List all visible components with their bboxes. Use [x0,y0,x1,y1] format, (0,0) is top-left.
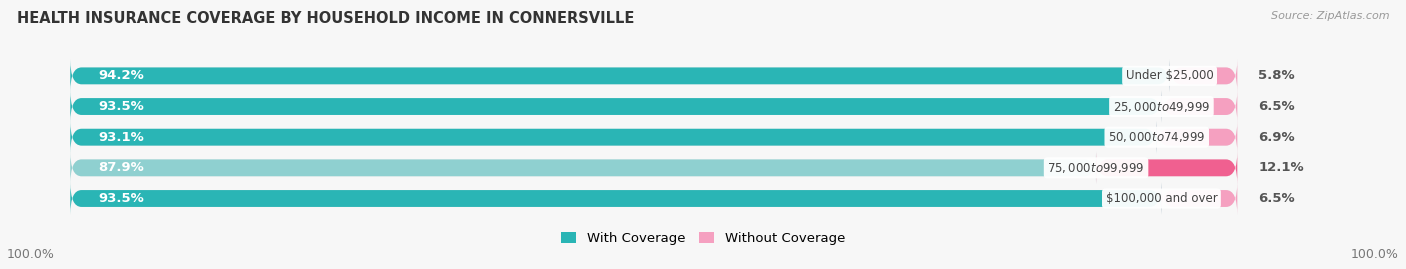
FancyBboxPatch shape [70,90,1161,123]
FancyBboxPatch shape [70,60,1237,92]
FancyBboxPatch shape [1161,182,1237,215]
Text: $25,000 to $49,999: $25,000 to $49,999 [1112,100,1211,114]
Text: 87.9%: 87.9% [98,161,145,174]
Text: 5.8%: 5.8% [1258,69,1295,82]
FancyBboxPatch shape [70,121,1157,153]
Text: HEALTH INSURANCE COVERAGE BY HOUSEHOLD INCOME IN CONNERSVILLE: HEALTH INSURANCE COVERAGE BY HOUSEHOLD I… [17,11,634,26]
Text: 100.0%: 100.0% [1351,248,1399,261]
Text: 12.1%: 12.1% [1258,161,1303,174]
Text: Source: ZipAtlas.com: Source: ZipAtlas.com [1271,11,1389,21]
Text: $75,000 to $99,999: $75,000 to $99,999 [1047,161,1144,175]
FancyBboxPatch shape [1170,60,1237,92]
FancyBboxPatch shape [70,90,1237,123]
FancyBboxPatch shape [1161,90,1237,123]
Text: 6.5%: 6.5% [1258,100,1295,113]
Text: 100.0%: 100.0% [7,248,55,261]
Text: $50,000 to $74,999: $50,000 to $74,999 [1108,130,1205,144]
Text: Under $25,000: Under $25,000 [1126,69,1213,82]
Text: 6.5%: 6.5% [1258,192,1295,205]
FancyBboxPatch shape [70,152,1237,184]
FancyBboxPatch shape [1097,152,1237,184]
Text: 93.1%: 93.1% [98,131,145,144]
FancyBboxPatch shape [70,182,1237,215]
Legend: With Coverage, Without Coverage: With Coverage, Without Coverage [555,227,851,251]
Text: 93.5%: 93.5% [98,100,145,113]
FancyBboxPatch shape [70,60,1170,92]
FancyBboxPatch shape [1157,121,1237,153]
Text: $100,000 and over: $100,000 and over [1105,192,1218,205]
FancyBboxPatch shape [70,121,1237,153]
Text: 93.5%: 93.5% [98,192,145,205]
FancyBboxPatch shape [70,152,1097,184]
Text: 6.9%: 6.9% [1258,131,1295,144]
FancyBboxPatch shape [70,182,1161,215]
Text: 94.2%: 94.2% [98,69,145,82]
